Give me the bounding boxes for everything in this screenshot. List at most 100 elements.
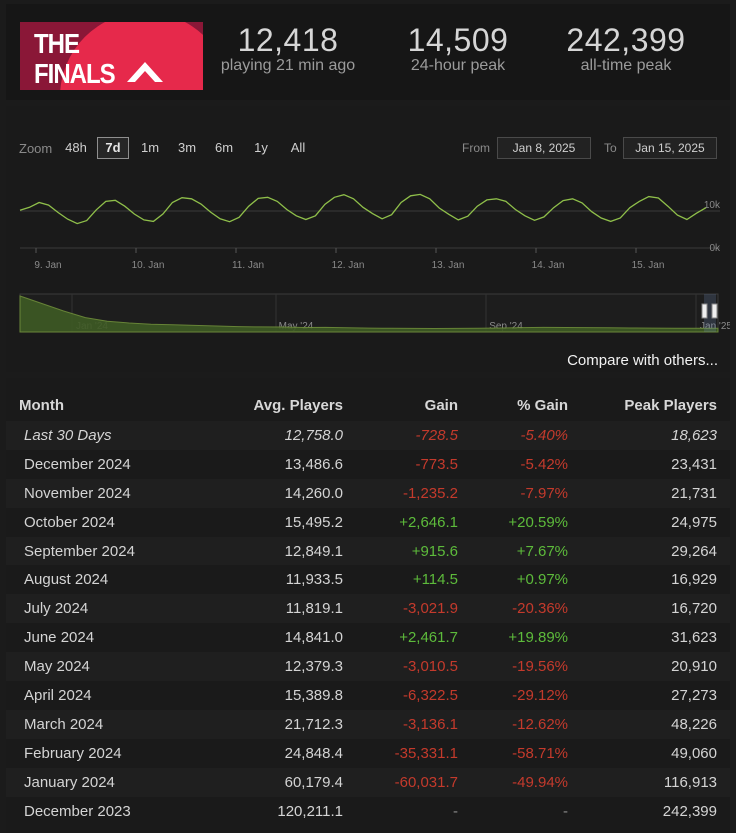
monthly-stats-panel: Month Avg. Players Gain % Gain Peak Play… (6, 378, 730, 833)
table-row: November 2024 14,260.0 -1,235.2 -7.97% 21,73… (6, 478, 730, 508)
from-label: From (462, 141, 490, 155)
row-gain: - (453, 802, 458, 820)
navigator-tick-label: Sep '24 (489, 321, 523, 332)
row-peak-players: 16,929 (671, 571, 717, 589)
to-date-input[interactable]: Jan 15, 2025 (623, 137, 717, 159)
x-tick-label: 9. Jan (34, 260, 61, 271)
table-row: June 2024 14,841.0 +2,461.7 +19.89% 31,623 (6, 623, 730, 652)
zoom-3m-button[interactable]: 3m (177, 140, 197, 155)
current-players-value: 12,418 (237, 22, 339, 58)
row-peak-players: 29,264 (581, 536, 730, 566)
row-month: June 2024 (24, 629, 95, 647)
navigator-tick-label: May '24 (279, 321, 314, 332)
row-avg-players: 11,933.5 (285, 571, 343, 589)
zoom-1y-button[interactable]: 1y (254, 140, 268, 155)
navigator-area-series (19, 295, 719, 333)
row-month: January 2024 (6, 767, 206, 797)
row-avg-players: 21,712.3 (206, 709, 356, 739)
row-peak-players: 49,060 (671, 744, 717, 762)
row-gain: +2,646.1 (399, 513, 458, 531)
stats-header: THE FINALS 12,418 playing 21 min ago 14,… (6, 4, 730, 100)
player-count-series-line[interactable] (19, 193, 707, 225)
row-avg-players: 11,819.1 (206, 594, 356, 624)
row-month: August 2024 (24, 571, 109, 589)
row-peak-players: 27,273 (671, 686, 717, 704)
finals-chevron-icon (127, 62, 163, 82)
row-gain: -3,136.1 (356, 709, 471, 739)
row-peak-players: 23,431 (671, 455, 717, 473)
compare-with-others-link[interactable]: Compare with others... (567, 352, 718, 369)
table-row: December 2023 120,211.1 - - 242,399 (6, 797, 730, 826)
row-avg-players: 12,849.1 (206, 536, 356, 566)
player-chart-panel: Zoom 48h 7d 1m 3m 6m 1y All From Jan 8, … (6, 106, 730, 372)
row-gain: -3,021.9 (356, 594, 471, 624)
table-row: May 2024 12,379.3 -3,010.5 -19.56% 20,910 (6, 652, 730, 682)
row-month: December 2024 (24, 455, 131, 473)
row-peak-players: 24,975 (671, 513, 717, 531)
row-avg-players: 24,848.4 (284, 744, 343, 762)
row-pct-gain: +19.89% (508, 629, 568, 647)
row-month: September 2024 (6, 536, 206, 566)
x-tick-label: 10. Jan (132, 260, 165, 271)
current-players-stat: 12,418 playing 21 min ago (218, 22, 358, 75)
row-peak-players: 18,623 (581, 421, 730, 450)
peak-24h-stat: 14,509 24-hour peak (388, 22, 528, 75)
table-row: August 2024 11,933.5 +114.5 +0.97% 16,929 (6, 565, 730, 594)
row-pct-gain: -20.36% (471, 594, 581, 624)
row-month: February 2024 (24, 744, 122, 762)
row-avg-players: 14,260.0 (206, 478, 356, 508)
row-avg-players: 12,758.0 (206, 421, 356, 450)
row-month: December 2023 (24, 802, 131, 820)
row-peak-players: 242,399 (662, 802, 717, 820)
row-month: July 2024 (6, 594, 206, 624)
navigator-handle[interactable] (701, 303, 708, 319)
zoom-label: Zoom (19, 141, 53, 156)
row-pct-gain: -5.40% (471, 421, 581, 450)
header-pct-gain[interactable]: % Gain (517, 397, 568, 414)
row-gain: +915.6 (356, 536, 471, 566)
header-peak-players[interactable]: Peak Players (624, 397, 717, 414)
header-month[interactable]: Month (19, 397, 64, 414)
from-date-input[interactable]: Jan 8, 2025 (497, 137, 591, 159)
row-month: March 2024 (6, 709, 206, 739)
game-logo[interactable]: THE FINALS (20, 22, 203, 90)
x-tick-label: 12. Jan (332, 260, 365, 271)
zoom-6m-button[interactable]: 6m (214, 140, 234, 155)
table-row: March 2024 21,712.3 -3,136.1 -12.62% 48,226 (6, 709, 730, 739)
row-pct-gain: -49.94% (471, 767, 581, 797)
row-gain: -60,031.7 (356, 767, 471, 797)
row-pct-gain: -19.56% (471, 652, 581, 682)
zoom-7d-button[interactable]: 7d (97, 137, 129, 159)
navigator-handle[interactable] (711, 303, 718, 319)
peak-24h-value: 14,509 (407, 22, 509, 58)
header-gain[interactable]: Gain (424, 397, 458, 414)
zoom-1m-button[interactable]: 1m (140, 140, 160, 155)
table-header-row: Month Avg. Players Gain % Gain Peak Play… (6, 390, 730, 421)
peak-24h-label: 24-hour peak (410, 57, 506, 74)
row-gain: -1,235.2 (356, 478, 471, 508)
zoom-all-button[interactable]: All (290, 140, 306, 155)
zoom-48h-button[interactable]: 48h (65, 140, 87, 155)
row-gain: +2,461.7 (399, 629, 458, 647)
monthly-stats-table: Month Avg. Players Gain % Gain Peak Play… (6, 390, 730, 825)
row-avg-players: 120,211.1 (277, 802, 343, 820)
row-pct-gain: -7.97% (471, 478, 581, 508)
table-row: February 2024 24,848.4 -35,331.1 -58.71% 49,… (6, 739, 730, 768)
logo-word-line1: THE (34, 28, 80, 60)
row-month: May 2024 (6, 652, 206, 682)
x-tick-label: 13. Jan (432, 260, 465, 271)
header-avg-players[interactable]: Avg. Players (253, 397, 344, 414)
row-peak-players: 20,910 (581, 652, 730, 682)
row-month: November 2024 (6, 478, 206, 508)
row-avg-players: 15,389.8 (284, 686, 343, 704)
x-tick-label: 11. Jan (232, 260, 264, 271)
row-peak-players: 48,226 (581, 709, 730, 739)
row-gain: -728.5 (356, 421, 471, 450)
player-count-line-chart[interactable]: 10k 0k 9. Jan 10. Jan 11. Jan 12. Jan 13. Jan 1… (6, 166, 730, 282)
navigator-tick-label: Jan '25 (700, 321, 730, 332)
row-pct-gain: -5.42% (520, 455, 568, 473)
row-pct-gain: -58.71% (512, 744, 568, 762)
y-tick-label: 10k (704, 200, 721, 211)
row-pct-gain: - (563, 802, 568, 820)
